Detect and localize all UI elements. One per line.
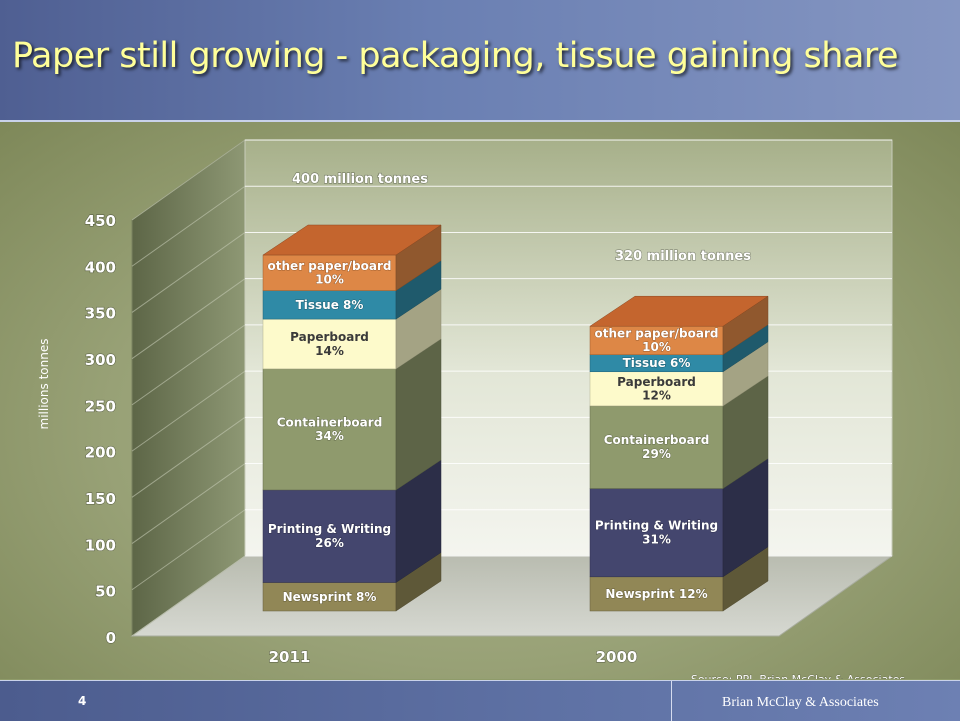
y-axis-label: millions tonnes — [37, 339, 51, 430]
gridline-side — [131, 463, 246, 544]
bar-label-containerboard: Containerboard 34% — [277, 415, 383, 443]
title-band: Paper still growing - packaging, tissue … — [0, 0, 960, 120]
bar-label-newsprint: Newsprint 8% — [283, 590, 377, 604]
chart-area: 0 50 100 150 200 250 300 350 400 450 millions tonn… — [0, 122, 960, 679]
bar-label-newsprint: Newsprint 12% — [605, 587, 707, 601]
y-tick-label: 150 — [85, 490, 116, 508]
total-annotation: 400 million tonnes — [292, 172, 428, 187]
gridline-side — [131, 278, 246, 360]
bar-top-other — [262, 224, 442, 256]
gridline-side — [131, 416, 246, 498]
page-number: 4 — [78, 694, 87, 708]
bar-label-other: other paper/board 10% — [268, 259, 392, 287]
gridline-side — [131, 555, 246, 637]
slide-title: Paper still growing - packaging, tissue … — [12, 36, 899, 76]
bar-label-containerboard: Containerboard 29% — [604, 433, 710, 461]
gridline-side — [131, 324, 246, 406]
bar-segment-containerboard — [262, 368, 397, 491]
source-note: Source: PPI, Brian McClay & Associates — [691, 673, 906, 679]
gridline-side — [131, 232, 246, 313]
bar-label-printing_writing: Printing & Writing 31% — [595, 519, 718, 547]
bar-segment-paperboard — [262, 318, 397, 370]
bar-segment-printing_writing — [589, 488, 724, 578]
bar-segment-paperboard — [589, 371, 724, 407]
stacked-bar-chart: 0 50 100 150 200 250 300 350 400 450 millions tonn… — [37, 139, 906, 679]
bar-segment-containerboard — [589, 405, 724, 489]
y-tick-label: 250 — [85, 397, 116, 415]
bar-label-paperboard: Paperboard 12% — [617, 375, 696, 403]
footer-divider — [671, 681, 672, 721]
bar-segment-newsprint — [262, 582, 397, 612]
bar-label-tissue: Tissue 8% — [296, 298, 364, 312]
footer-brand: Brian McClay & Associates — [722, 695, 879, 710]
x-category-label: 2000 — [596, 648, 638, 666]
y-tick-label: 400 — [85, 258, 116, 276]
gridline-side — [131, 509, 246, 591]
bar-segment-other — [262, 254, 397, 291]
bar-segment-tissue — [262, 290, 397, 320]
y-tick-label: 100 — [85, 536, 116, 554]
total-annotation: 320 million tonnes — [615, 249, 751, 264]
y-tick-label: 300 — [85, 351, 116, 369]
bar-label-tissue: Tissue 6% — [623, 356, 691, 370]
y-tick-label: 50 — [95, 583, 116, 601]
y-tick-label: 450 — [85, 212, 116, 230]
y-tick-label: 200 — [85, 444, 116, 462]
gridline-side — [131, 185, 246, 267]
bar-label-printing_writing: Printing & Writing 26% — [268, 522, 391, 550]
y-tick-label: 350 — [85, 305, 116, 323]
bar-label-other: other paper/board 10% — [595, 326, 719, 354]
title-divider — [0, 120, 960, 122]
y-tick-label: 0 — [106, 629, 116, 647]
chart-side-wall — [131, 139, 246, 637]
bar-segment-newsprint — [589, 576, 724, 612]
bar-label-paperboard: Paperboard 14% — [290, 330, 369, 358]
bar-segment-printing_writing — [262, 489, 397, 583]
chart-floor — [130, 555, 894, 637]
bar-top-other — [589, 295, 769, 327]
x-category-label: 2011 — [269, 648, 311, 666]
gridline-side — [131, 139, 246, 221]
footer-bar: 4 Brian McClay & Associates — [0, 680, 960, 721]
gridline-side — [131, 370, 246, 452]
